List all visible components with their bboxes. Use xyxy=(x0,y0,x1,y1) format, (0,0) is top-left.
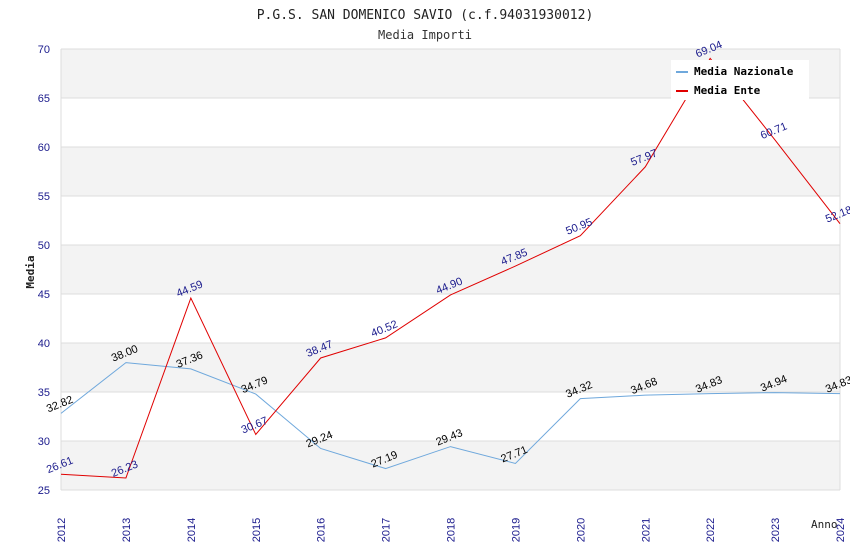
y-tick-label: 35 xyxy=(38,387,50,399)
data-label: 40.52 xyxy=(369,318,399,339)
x-tick-label: 2016 xyxy=(316,518,328,542)
legend-entry: Media Ente xyxy=(694,84,761,97)
y-tick-label: 60 xyxy=(38,142,50,154)
x-tick-label: 2023 xyxy=(770,518,782,542)
y-tick-label: 55 xyxy=(38,191,50,203)
y-tick-label: 65 xyxy=(38,93,50,105)
x-tick-label: 2015 xyxy=(251,518,263,542)
legend-box xyxy=(671,60,809,100)
y-tick-label: 25 xyxy=(38,485,50,497)
x-axis-ticks: 2012 2013 2014 2015 2016 2017 2018 2019 2020 2021… xyxy=(56,518,847,542)
x-tick-label: 2017 xyxy=(381,518,393,542)
grid-bands xyxy=(61,49,840,490)
x-axis-label: Anno xyxy=(811,518,838,531)
legend-entry: Media Nazionale xyxy=(694,65,794,78)
series-line xyxy=(60,57,841,479)
x-tick-label: 2024 xyxy=(835,518,847,542)
y-tick-label: 50 xyxy=(38,240,50,252)
y-tick-label: 70 xyxy=(38,44,50,56)
x-tick-label: 2020 xyxy=(575,518,587,542)
x-tick-label: 2019 xyxy=(510,518,522,542)
series-line xyxy=(60,362,841,470)
x-tick-label: 2013 xyxy=(121,518,133,542)
y-axis-label: Media xyxy=(24,255,37,288)
grid-band xyxy=(61,245,840,294)
y-tick-label: 30 xyxy=(38,436,50,448)
grid-band xyxy=(61,441,840,490)
series-lines xyxy=(60,57,841,479)
y-tick-label: 40 xyxy=(38,338,50,350)
x-tick-label: 2018 xyxy=(446,518,458,542)
x-tick-label: 2022 xyxy=(705,518,717,542)
y-tick-label: 45 xyxy=(38,289,50,301)
chart-title: P.G.S. SAN DOMENICO SAVIO (c.f.940319300… xyxy=(257,8,594,23)
data-label: 50.95 xyxy=(564,216,594,237)
x-tick-label: 2021 xyxy=(640,518,652,542)
x-tick-label: 2012 xyxy=(56,518,68,542)
x-tick-label: 2014 xyxy=(186,518,198,542)
chart-subtitle: Media Importi xyxy=(378,28,472,42)
grid-band xyxy=(61,343,840,392)
legend: Media Nazionale Media Ente xyxy=(671,60,809,100)
grid-lines xyxy=(60,48,841,491)
grid-band xyxy=(61,147,840,196)
y-axis-ticks: 25 30 35 40 45 50 55 60 65 70 xyxy=(38,44,50,497)
